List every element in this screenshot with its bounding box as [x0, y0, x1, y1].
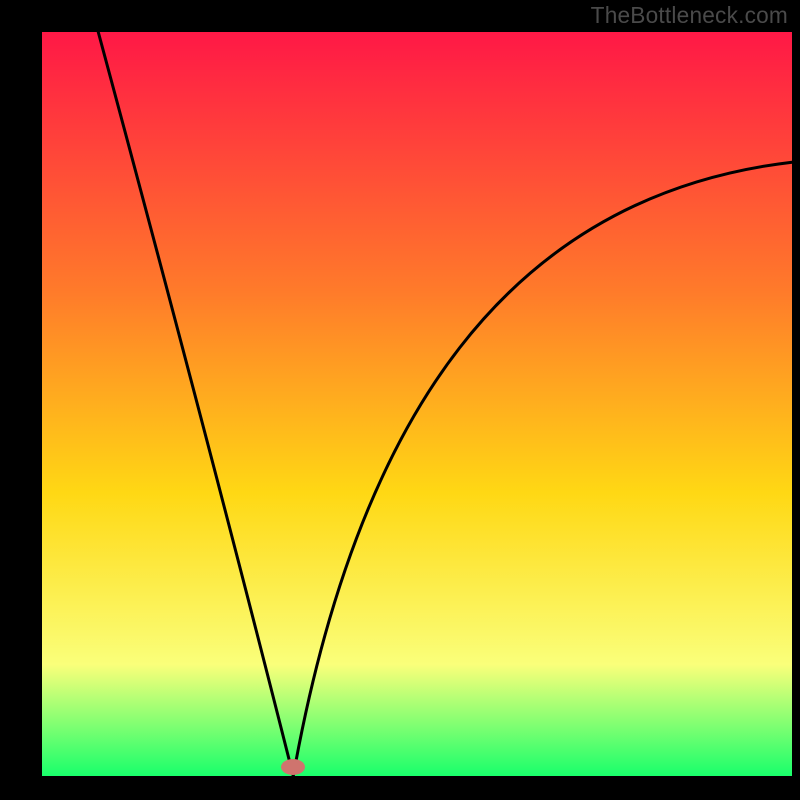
curve-path — [98, 32, 792, 776]
chart-container: TheBottleneck.com — [0, 0, 800, 800]
bottleneck-curve — [42, 32, 792, 776]
watermark-text: TheBottleneck.com — [591, 2, 788, 29]
